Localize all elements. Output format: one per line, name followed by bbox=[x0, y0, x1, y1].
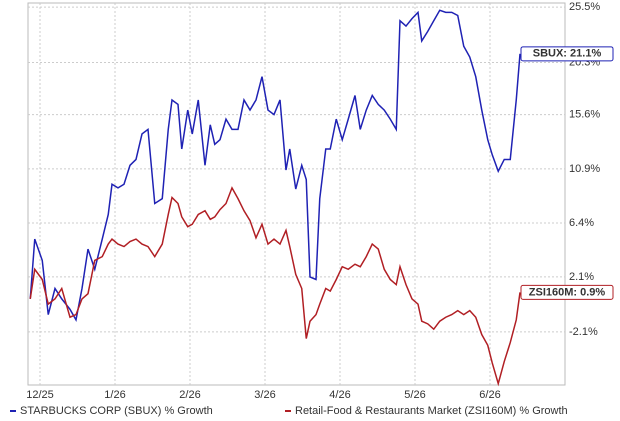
end-label-box bbox=[520, 284, 614, 300]
series-line bbox=[29, 9, 521, 323]
end-label: ZSI160M: 0.9% bbox=[529, 286, 606, 298]
series-line bbox=[29, 186, 521, 387]
y-tick-label: 15.6% bbox=[569, 108, 600, 120]
x-tick-label: 5/26 bbox=[404, 389, 425, 401]
y-tick-label: -2.1% bbox=[569, 326, 598, 338]
y-tick-label: 2.1% bbox=[569, 271, 594, 283]
legend-label: STARBUCKS CORP (SBUX) % Growth bbox=[20, 405, 213, 417]
legend-label: Retail-Food & Restaurants Market (ZSI160… bbox=[295, 405, 568, 417]
x-tick-label: 6/26 bbox=[479, 389, 500, 401]
x-tick-label: 2/26 bbox=[179, 389, 200, 401]
plot-area bbox=[27, 2, 566, 386]
x-tick-label: 1/26 bbox=[104, 389, 125, 401]
y-tick-label: 10.9% bbox=[569, 163, 600, 175]
x-tick-label: 12/25 bbox=[26, 389, 54, 401]
end-label: SBUX: 21.1% bbox=[533, 48, 602, 60]
end-label-box bbox=[520, 46, 614, 62]
x-tick-label: 4/26 bbox=[329, 389, 350, 401]
y-tick-label: 6.4% bbox=[569, 217, 594, 229]
x-tick-label: 3/26 bbox=[254, 389, 275, 401]
y-tick-label: 25.5% bbox=[569, 1, 600, 13]
